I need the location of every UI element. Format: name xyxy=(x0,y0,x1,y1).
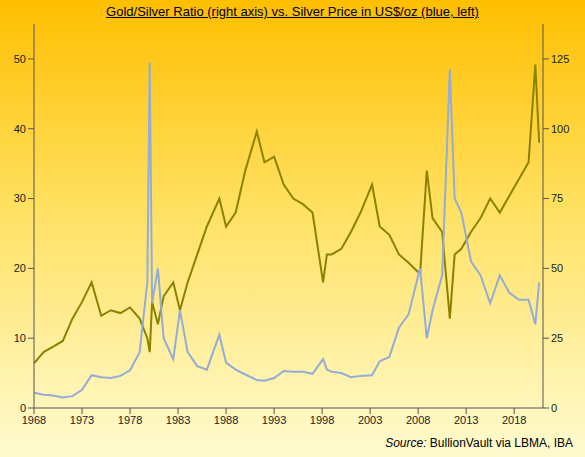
svg-text:40: 40 xyxy=(14,123,26,135)
svg-text:1973: 1973 xyxy=(70,414,94,426)
svg-text:1983: 1983 xyxy=(166,414,190,426)
svg-text:125: 125 xyxy=(551,53,569,65)
svg-text:1988: 1988 xyxy=(214,414,238,426)
svg-text:2003: 2003 xyxy=(358,414,382,426)
svg-text:10: 10 xyxy=(14,332,26,344)
svg-text:25: 25 xyxy=(551,332,563,344)
html-text:Source: BullionVault via LBMA,: Source: BullionVault via LBMA, IBA xyxy=(385,436,573,450)
svg-text:100: 100 xyxy=(551,123,569,135)
svg-text:2013: 2013 xyxy=(454,414,478,426)
svg-text:0: 0 xyxy=(551,402,557,414)
svg-text:30: 30 xyxy=(14,192,26,204)
svg-text:1993: 1993 xyxy=(262,414,286,426)
svg-text:75: 75 xyxy=(551,192,563,204)
svg-text:50: 50 xyxy=(14,53,26,65)
svg-text:1968: 1968 xyxy=(22,414,46,426)
html-text:Gold/Silver Ratio (right axis): Gold/Silver Ratio (right axis) vs. Silve… xyxy=(106,4,479,19)
svg-text:1998: 1998 xyxy=(310,414,334,426)
svg-text:20: 20 xyxy=(14,262,26,274)
svg-text:2008: 2008 xyxy=(406,414,430,426)
svg-text:1978: 1978 xyxy=(118,414,142,426)
svg-text:50: 50 xyxy=(551,262,563,274)
svg-text:0: 0 xyxy=(20,402,26,414)
svg-text:2018: 2018 xyxy=(502,414,526,426)
